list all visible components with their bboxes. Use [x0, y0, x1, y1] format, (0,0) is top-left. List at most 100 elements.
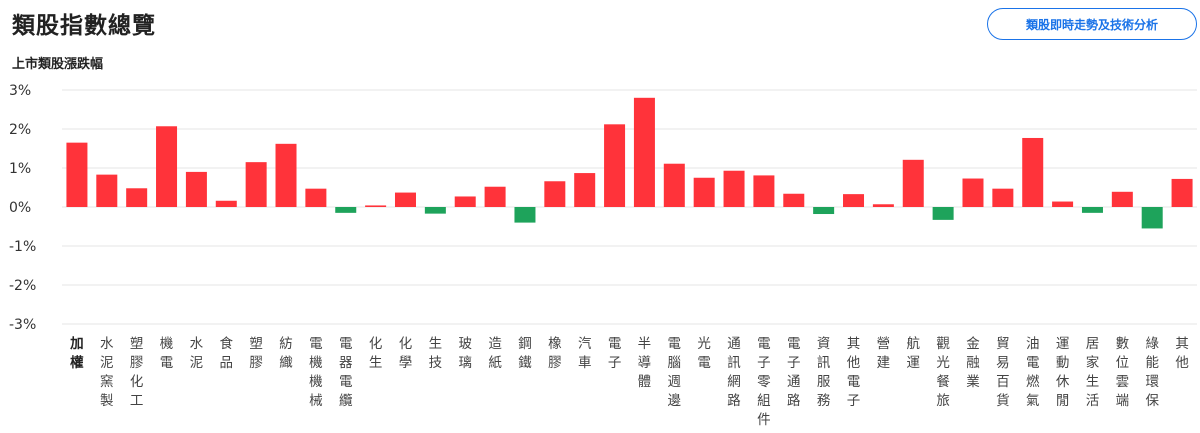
- bar[interactable]: [454, 196, 476, 207]
- x-tick-label[interactable]: 加權: [69, 336, 84, 371]
- bar[interactable]: [574, 173, 596, 207]
- bar[interactable]: [693, 177, 715, 207]
- x-tick-label[interactable]: 造紙: [488, 336, 502, 371]
- x-tick-label[interactable]: 其他: [1175, 336, 1189, 371]
- bar[interactable]: [1171, 178, 1193, 207]
- bar[interactable]: [753, 175, 775, 207]
- bar[interactable]: [335, 207, 357, 213]
- x-tick-char: 其: [1175, 336, 1189, 352]
- x-tick-label[interactable]: 電子: [608, 336, 622, 371]
- x-tick-char: 導: [638, 355, 652, 371]
- bar[interactable]: [813, 207, 835, 215]
- bar[interactable]: [365, 205, 387, 207]
- x-tick-char: 活: [1086, 393, 1100, 409]
- x-tick-char: 網: [727, 374, 741, 390]
- x-tick-char: 橡: [548, 336, 562, 352]
- bar[interactable]: [394, 192, 416, 207]
- x-tick-label[interactable]: 鋼鐵: [518, 336, 532, 371]
- bar[interactable]: [305, 188, 327, 207]
- bar[interactable]: [783, 193, 805, 207]
- x-tick-char: 紙: [488, 355, 502, 371]
- bar[interactable]: [156, 126, 178, 207]
- chart-title: 上市類股漲跌幅: [12, 57, 104, 72]
- x-tick-label[interactable]: 半導體: [638, 336, 652, 390]
- x-tick-label[interactable]: 化生: [369, 336, 383, 371]
- x-tick-char: 窯: [100, 373, 114, 390]
- x-tick-char: 膠: [249, 355, 263, 371]
- bar[interactable]: [723, 170, 745, 207]
- bar[interactable]: [66, 142, 88, 207]
- bar[interactable]: [902, 159, 924, 207]
- x-tick-char: 機: [309, 355, 323, 371]
- x-tick-char: 融: [966, 355, 980, 371]
- x-tick-label[interactable]: 紡織: [279, 336, 293, 371]
- x-tick-label[interactable]: 光電: [697, 336, 711, 371]
- bar[interactable]: [962, 178, 984, 207]
- x-tick-char: 電: [1026, 355, 1040, 371]
- bar[interactable]: [843, 194, 865, 207]
- x-tick-char: 件: [757, 412, 771, 428]
- x-tick-label[interactable]: 航運: [907, 336, 921, 371]
- x-tick-label[interactable]: 機電: [160, 336, 174, 371]
- bar[interactable]: [1052, 201, 1074, 207]
- bar[interactable]: [275, 143, 297, 207]
- x-tick-label[interactable]: 玻璃: [458, 336, 472, 371]
- bar[interactable]: [932, 207, 954, 220]
- x-tick-label[interactable]: 橡膠: [548, 336, 562, 371]
- bar[interactable]: [1111, 191, 1133, 207]
- x-tick-char: 訊: [817, 355, 831, 371]
- bar[interactable]: [245, 162, 267, 207]
- x-tick-label[interactable]: 塑膠: [249, 336, 263, 371]
- bar[interactable]: [185, 171, 207, 207]
- x-tick-label[interactable]: 金融業: [966, 336, 980, 390]
- bar[interactable]: [514, 207, 536, 223]
- bar[interactable]: [1081, 207, 1103, 213]
- bar[interactable]: [1022, 137, 1044, 207]
- x-tick-char: 權: [70, 354, 84, 371]
- bar[interactable]: [484, 186, 506, 207]
- x-tick-label[interactable]: 水泥: [190, 336, 204, 371]
- bar[interactable]: [544, 181, 566, 207]
- x-tick-char: 雲: [1116, 374, 1130, 390]
- x-tick-label[interactable]: 汽車: [578, 336, 592, 371]
- bar[interactable]: [604, 124, 626, 207]
- x-tick-label[interactable]: 營建: [877, 336, 891, 371]
- bar[interactable]: [1141, 207, 1163, 229]
- x-tick-char: 閒: [1056, 393, 1070, 409]
- x-tick-char: 化: [130, 374, 144, 390]
- bar[interactable]: [215, 200, 237, 207]
- bar[interactable]: [872, 204, 894, 207]
- bar[interactable]: [992, 188, 1014, 207]
- x-tick-char: 電: [668, 336, 682, 352]
- x-tick-char: 其: [847, 336, 861, 352]
- technical-analysis-button[interactable]: 類股即時走勢及技術分析: [987, 8, 1197, 40]
- bar[interactable]: [424, 207, 446, 214]
- x-tick-label[interactable]: 生技: [429, 336, 443, 371]
- x-tick-char: 械: [309, 393, 323, 409]
- x-tick-label[interactable]: 食品: [220, 335, 234, 371]
- bar[interactable]: [96, 174, 118, 207]
- x-tick-char: 汽: [578, 336, 592, 352]
- bar[interactable]: [633, 97, 655, 207]
- bar[interactable]: [126, 188, 148, 207]
- bar[interactable]: [663, 163, 685, 207]
- x-tick-char: 通: [727, 336, 741, 352]
- x-tick-label[interactable]: 化學: [399, 336, 413, 371]
